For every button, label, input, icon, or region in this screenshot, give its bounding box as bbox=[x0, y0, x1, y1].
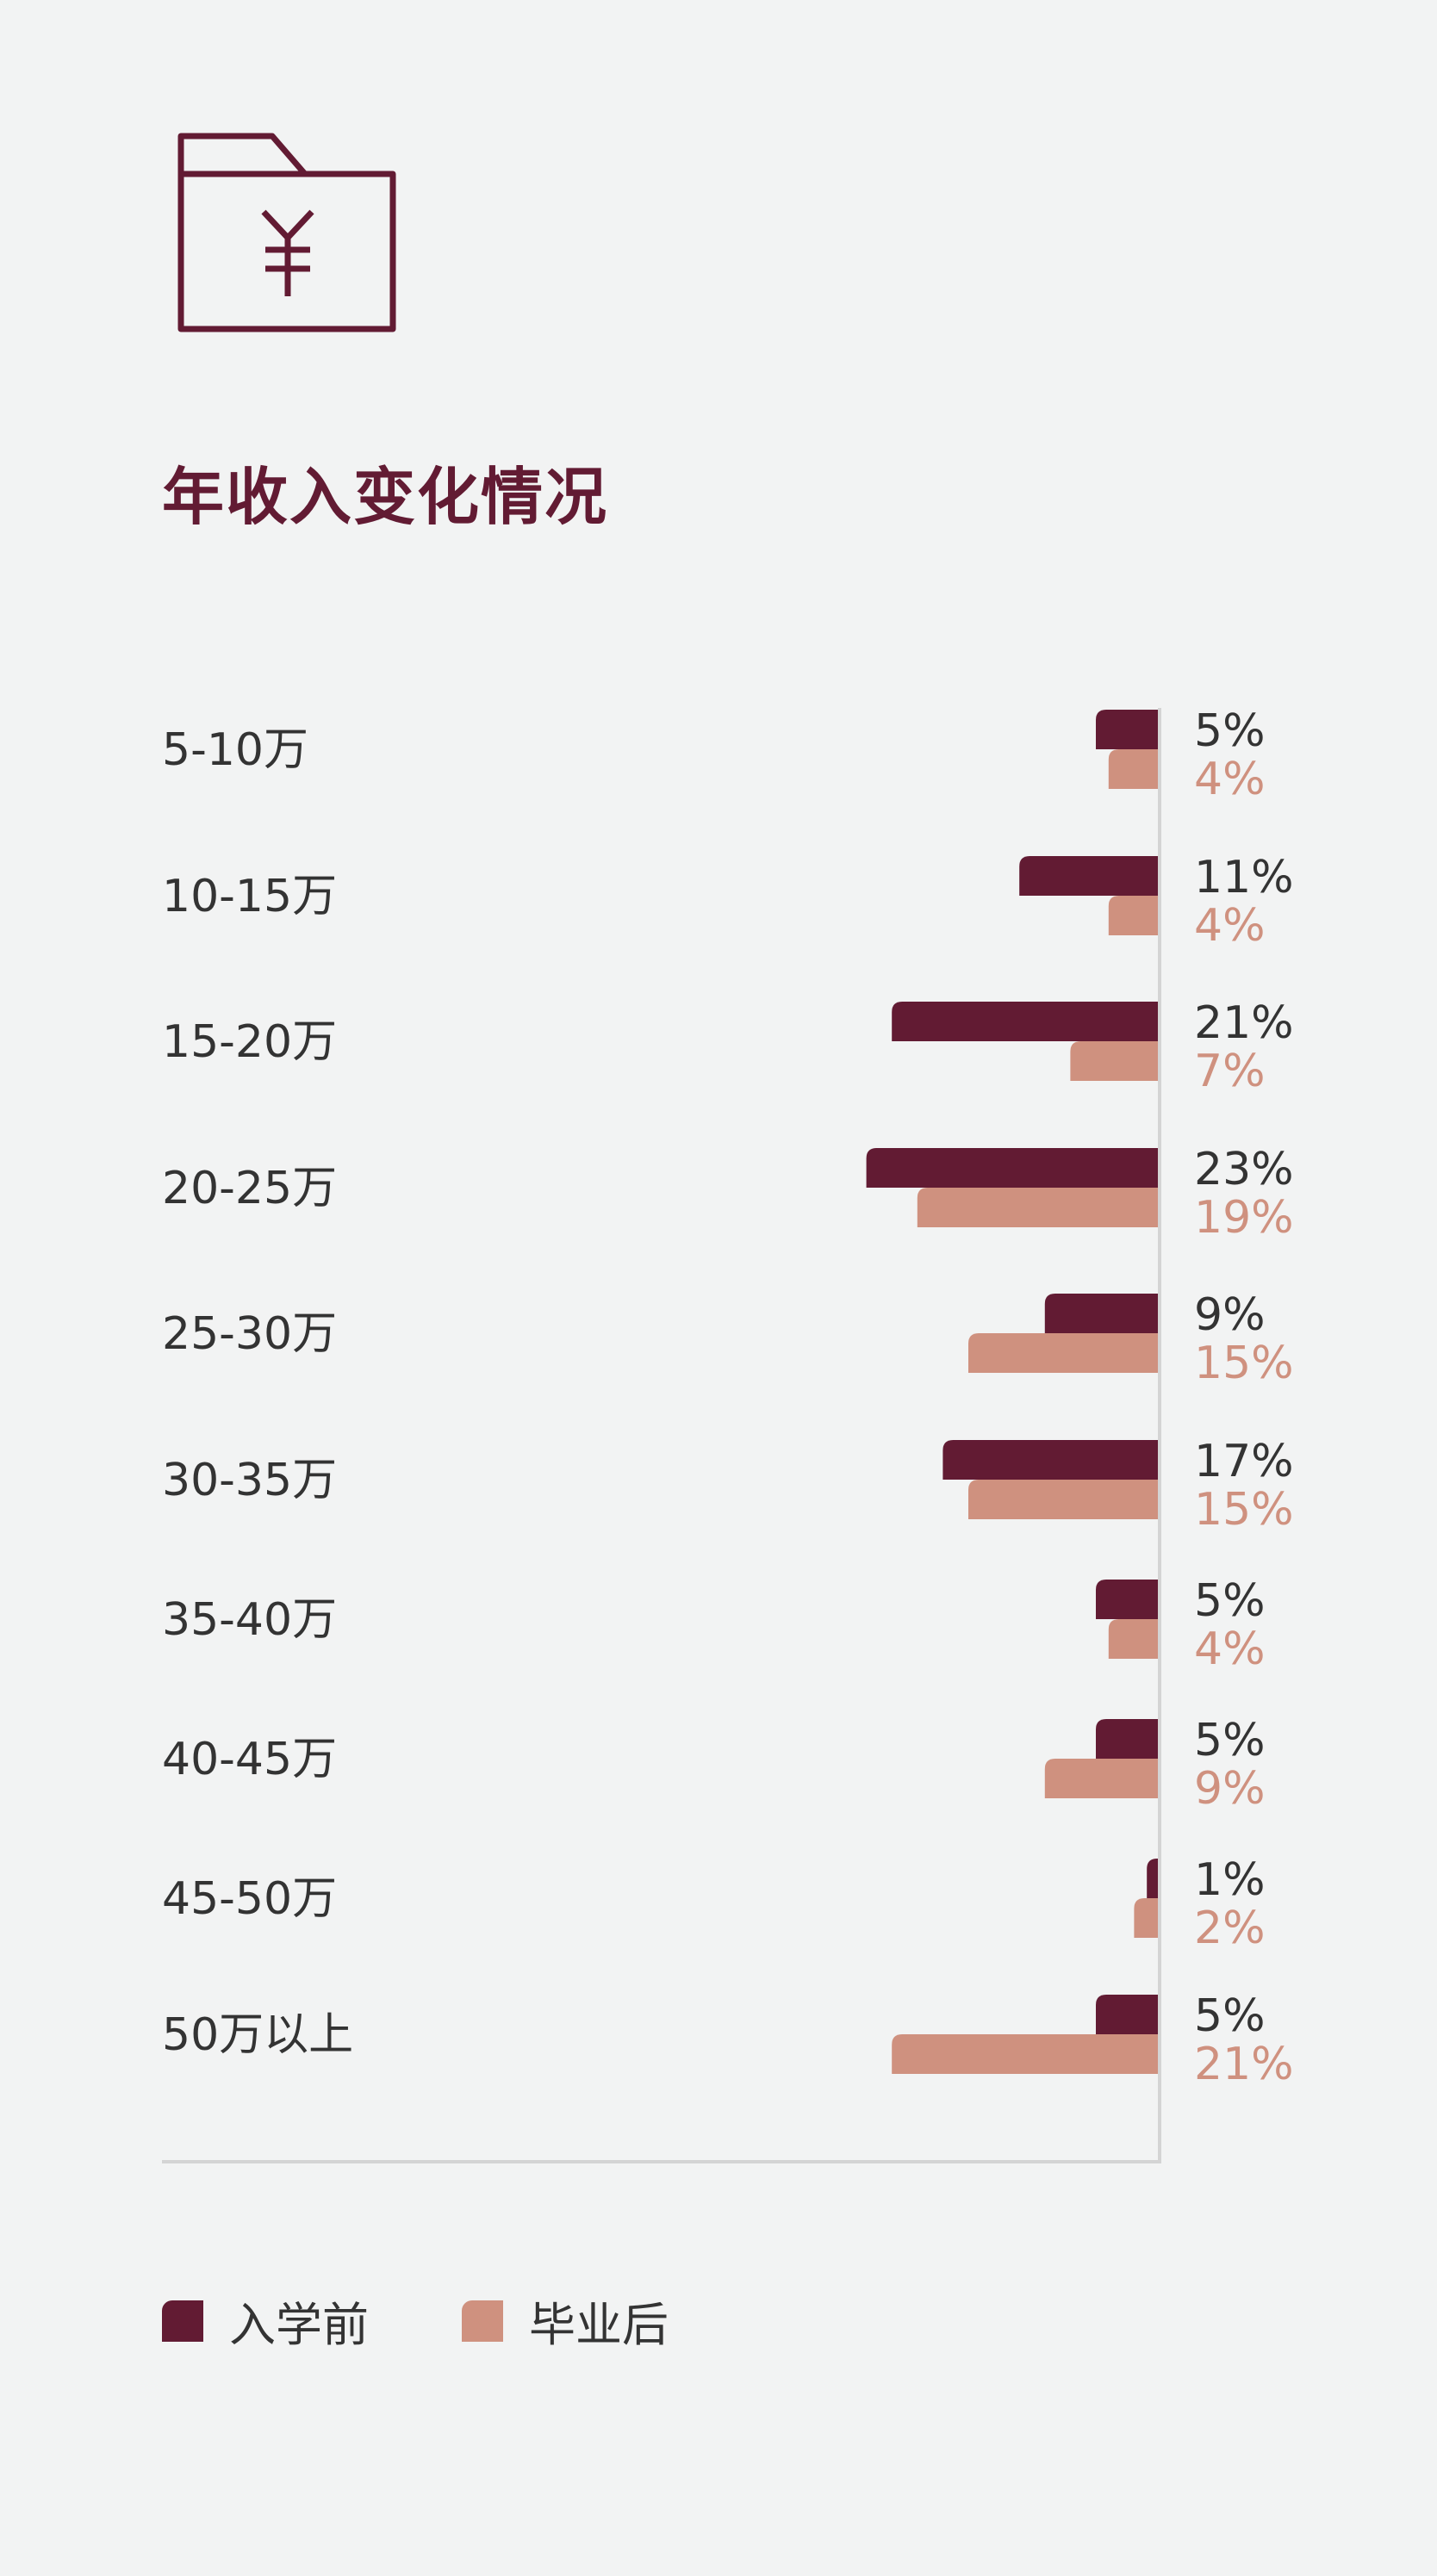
value-label-before: 5% bbox=[1194, 1990, 1266, 2042]
legend-label-after: 毕业后 bbox=[529, 2298, 669, 2352]
category-label: 45-50万 bbox=[162, 1873, 337, 1925]
legend-item-before: 入学前 bbox=[162, 2287, 369, 2355]
bar-before bbox=[892, 1002, 1160, 1041]
category-label: 15-20万 bbox=[162, 1016, 337, 1068]
category-label: 25-30万 bbox=[162, 1308, 337, 1360]
folder-yen-icon bbox=[177, 133, 396, 332]
legend-swatch-after bbox=[462, 2300, 503, 2342]
legend-item-after: 毕业后 bbox=[462, 2287, 669, 2355]
value-label-before: 1% bbox=[1194, 1854, 1266, 1906]
bar-after bbox=[1108, 749, 1160, 789]
bar-after bbox=[1134, 1898, 1160, 1938]
legend-label-before: 入学前 bbox=[229, 2298, 369, 2352]
category-label: 50万以上 bbox=[162, 2009, 353, 2061]
value-label-after: 9% bbox=[1194, 1763, 1266, 1815]
value-label-after: 15% bbox=[1194, 1338, 1294, 1389]
bar-before bbox=[1096, 1995, 1160, 2034]
value-label-after: 19% bbox=[1194, 1192, 1294, 1244]
bar-before bbox=[866, 1148, 1160, 1188]
value-label-after: 15% bbox=[1194, 1484, 1294, 1536]
bar-after bbox=[892, 2034, 1160, 2074]
category-label: 10-15万 bbox=[162, 871, 337, 922]
page-title: 年收入变化情况 bbox=[162, 461, 609, 533]
bar-after bbox=[1108, 1619, 1160, 1659]
category-label: 30-35万 bbox=[162, 1455, 337, 1506]
bar-before bbox=[942, 1440, 1160, 1480]
value-label-before: 5% bbox=[1194, 1575, 1266, 1627]
value-label-before: 23% bbox=[1194, 1144, 1294, 1195]
value-label-before: 17% bbox=[1194, 1436, 1294, 1487]
value-label-after: 2% bbox=[1194, 1903, 1266, 1954]
value-label-before: 5% bbox=[1194, 705, 1266, 757]
value-label-after: 4% bbox=[1194, 1623, 1266, 1675]
value-label-after: 21% bbox=[1194, 2039, 1294, 2090]
value-label-after: 7% bbox=[1194, 1046, 1266, 1097]
category-label: 5-10万 bbox=[162, 724, 308, 776]
bar-after bbox=[1108, 896, 1160, 935]
category-label: 35-40万 bbox=[162, 1594, 337, 1646]
value-label-after: 4% bbox=[1194, 754, 1266, 805]
value-label-before: 21% bbox=[1194, 997, 1294, 1049]
bar-before bbox=[1096, 710, 1160, 749]
bar-before bbox=[1096, 1719, 1160, 1759]
value-label-before: 9% bbox=[1194, 1289, 1266, 1341]
legend-swatch-before bbox=[162, 2300, 203, 2342]
bar-before bbox=[1096, 1580, 1160, 1619]
legend: 入学前 毕业后 bbox=[162, 2287, 762, 2355]
bar-after bbox=[917, 1188, 1160, 1227]
category-label: 20-25万 bbox=[162, 1163, 337, 1214]
bar-after bbox=[968, 1480, 1160, 1519]
bar-after bbox=[1070, 1041, 1160, 1081]
bar-before bbox=[1147, 1859, 1160, 1898]
value-label-before: 11% bbox=[1194, 852, 1294, 903]
category-label: 40-45万 bbox=[162, 1734, 337, 1785]
bar-before bbox=[1019, 856, 1160, 896]
value-label-before: 5% bbox=[1194, 1715, 1266, 1766]
bar-after bbox=[968, 1333, 1160, 1373]
bar-after bbox=[1044, 1759, 1160, 1798]
bar-before bbox=[1044, 1294, 1160, 1333]
value-label-after: 4% bbox=[1194, 900, 1266, 952]
